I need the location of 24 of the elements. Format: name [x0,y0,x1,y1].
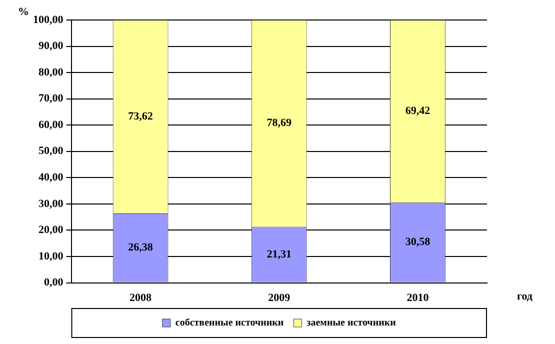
y-tick-label: 90,00 [38,40,64,52]
x-tick-label: 2010 [406,292,430,304]
y-tick-label: 20,00 [38,224,64,236]
data-label: 78,69 [266,117,292,130]
y-axis-title: % [18,6,29,18]
data-label: 69,42 [405,105,431,118]
y-tick-label: 30,00 [38,198,64,210]
y-tick-label: 100,00 [33,14,64,26]
data-label: 73,62 [128,110,154,123]
x-tick-label: 2008 [130,292,152,304]
legend-label: собственные источники [175,318,284,329]
y-tick-label: 40,00 [38,172,64,184]
data-label: 26,38 [128,242,154,254]
y-tick-label: 80,00 [38,66,64,78]
legend-label: заемные источники [306,318,396,329]
y-tick-label: 60,00 [38,118,64,131]
data-label: 30,58 [405,236,431,248]
y-tick-label: 50,00 [38,145,64,158]
y-tick-label: 10,00 [38,250,64,262]
y-tick-label: 70,00 [38,92,64,105]
x-axis-title: год [517,290,533,303]
y-tick-label: 0,00 [44,276,64,289]
data-label: 21,31 [266,248,292,260]
x-tick-label: 2009 [268,292,291,304]
